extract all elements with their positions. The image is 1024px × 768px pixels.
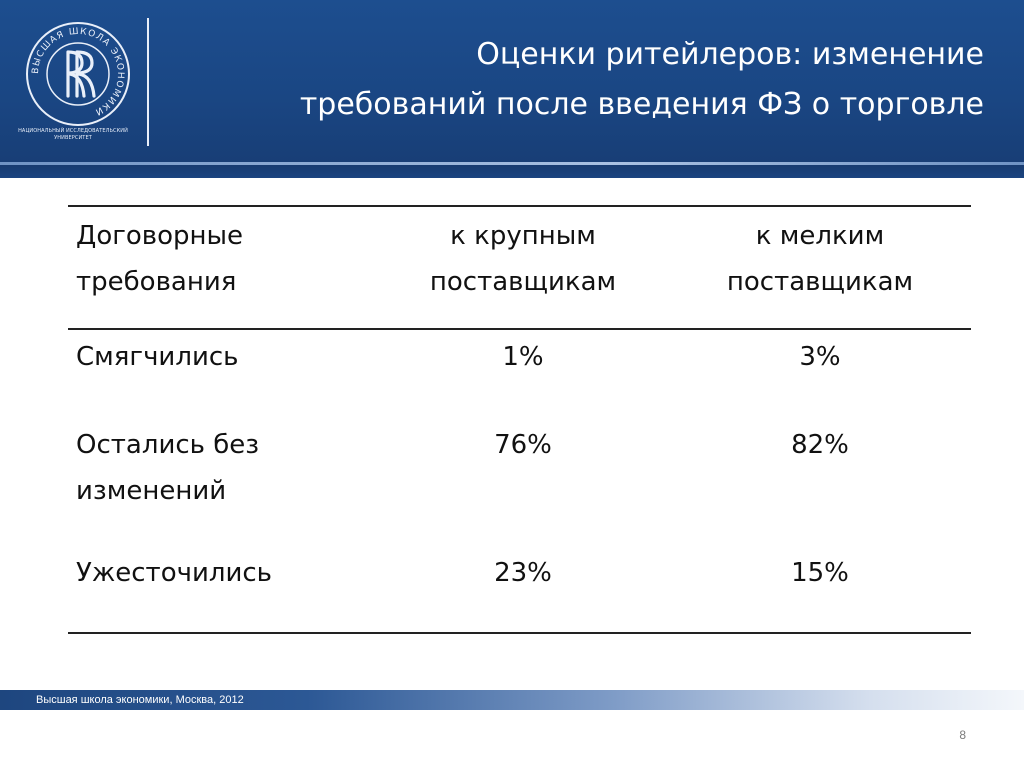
header-accent-line: [0, 162, 1024, 165]
footer-text: Высшая школа экономики, Москва, 2012: [36, 694, 244, 706]
hse-seal-icon: ВЫСШАЯ ШКОЛА ЭКОНОМИКИ: [26, 22, 130, 126]
column-header-line: к мелким: [755, 221, 885, 251]
row-label-line: Остались без: [76, 430, 260, 460]
row-label: Смягчились: [76, 342, 239, 372]
column-header-large-suppliers: к крупным поставщикам: [373, 213, 673, 305]
header-band: ВЫСШАЯ ШКОЛА ЭКОНОМИКИ Национальный иссл…: [0, 0, 1024, 178]
value-small-suppliers: 82%: [791, 430, 849, 460]
column-header-line: к крупным: [450, 221, 596, 251]
hse-logo: ВЫСШАЯ ШКОЛА ЭКОНОМИКИ: [22, 18, 134, 148]
logo-caption-line1: Национальный исследовательский: [18, 128, 128, 134]
value-large-suppliers: 76%: [494, 430, 552, 460]
value-large-suppliers: 23%: [494, 558, 552, 588]
slide-title: Оценки ритейлеров: изменение требований …: [224, 30, 984, 130]
column-header-line: требования: [76, 267, 237, 297]
value-large-suppliers: 1%: [502, 342, 544, 372]
header-divider: [147, 18, 149, 146]
table-bottom-rule: [68, 632, 971, 634]
row-label-line: изменений: [76, 476, 227, 506]
column-header-line: поставщикам: [429, 267, 617, 297]
column-header-line: Договорные: [76, 221, 244, 251]
value-small-suppliers: 15%: [791, 558, 849, 588]
logo-caption-line2: университет: [54, 135, 92, 141]
page-number: 8: [959, 728, 966, 742]
table-top-rule: [68, 205, 971, 207]
table-header-rule: [68, 328, 971, 330]
column-header-small-suppliers: к мелким поставщикам: [670, 213, 970, 305]
row-label: Ужесточились: [76, 558, 273, 588]
row-label: Остались без изменений: [76, 422, 396, 514]
column-header-line: поставщикам: [726, 267, 914, 297]
slide-title-line2: требований после введения ФЗ о торговле: [299, 87, 984, 122]
logo-caption: Национальный исследовательский университ…: [18, 128, 128, 142]
slide-title-line1: Оценки ритейлеров: изменение: [476, 37, 984, 72]
value-small-suppliers: 3%: [799, 342, 841, 372]
column-header-requirements: Договорные требования: [76, 213, 396, 305]
header-bottom-stripe: [0, 165, 1024, 178]
footer-band: Высшая школа экономики, Москва, 2012: [0, 690, 1024, 710]
